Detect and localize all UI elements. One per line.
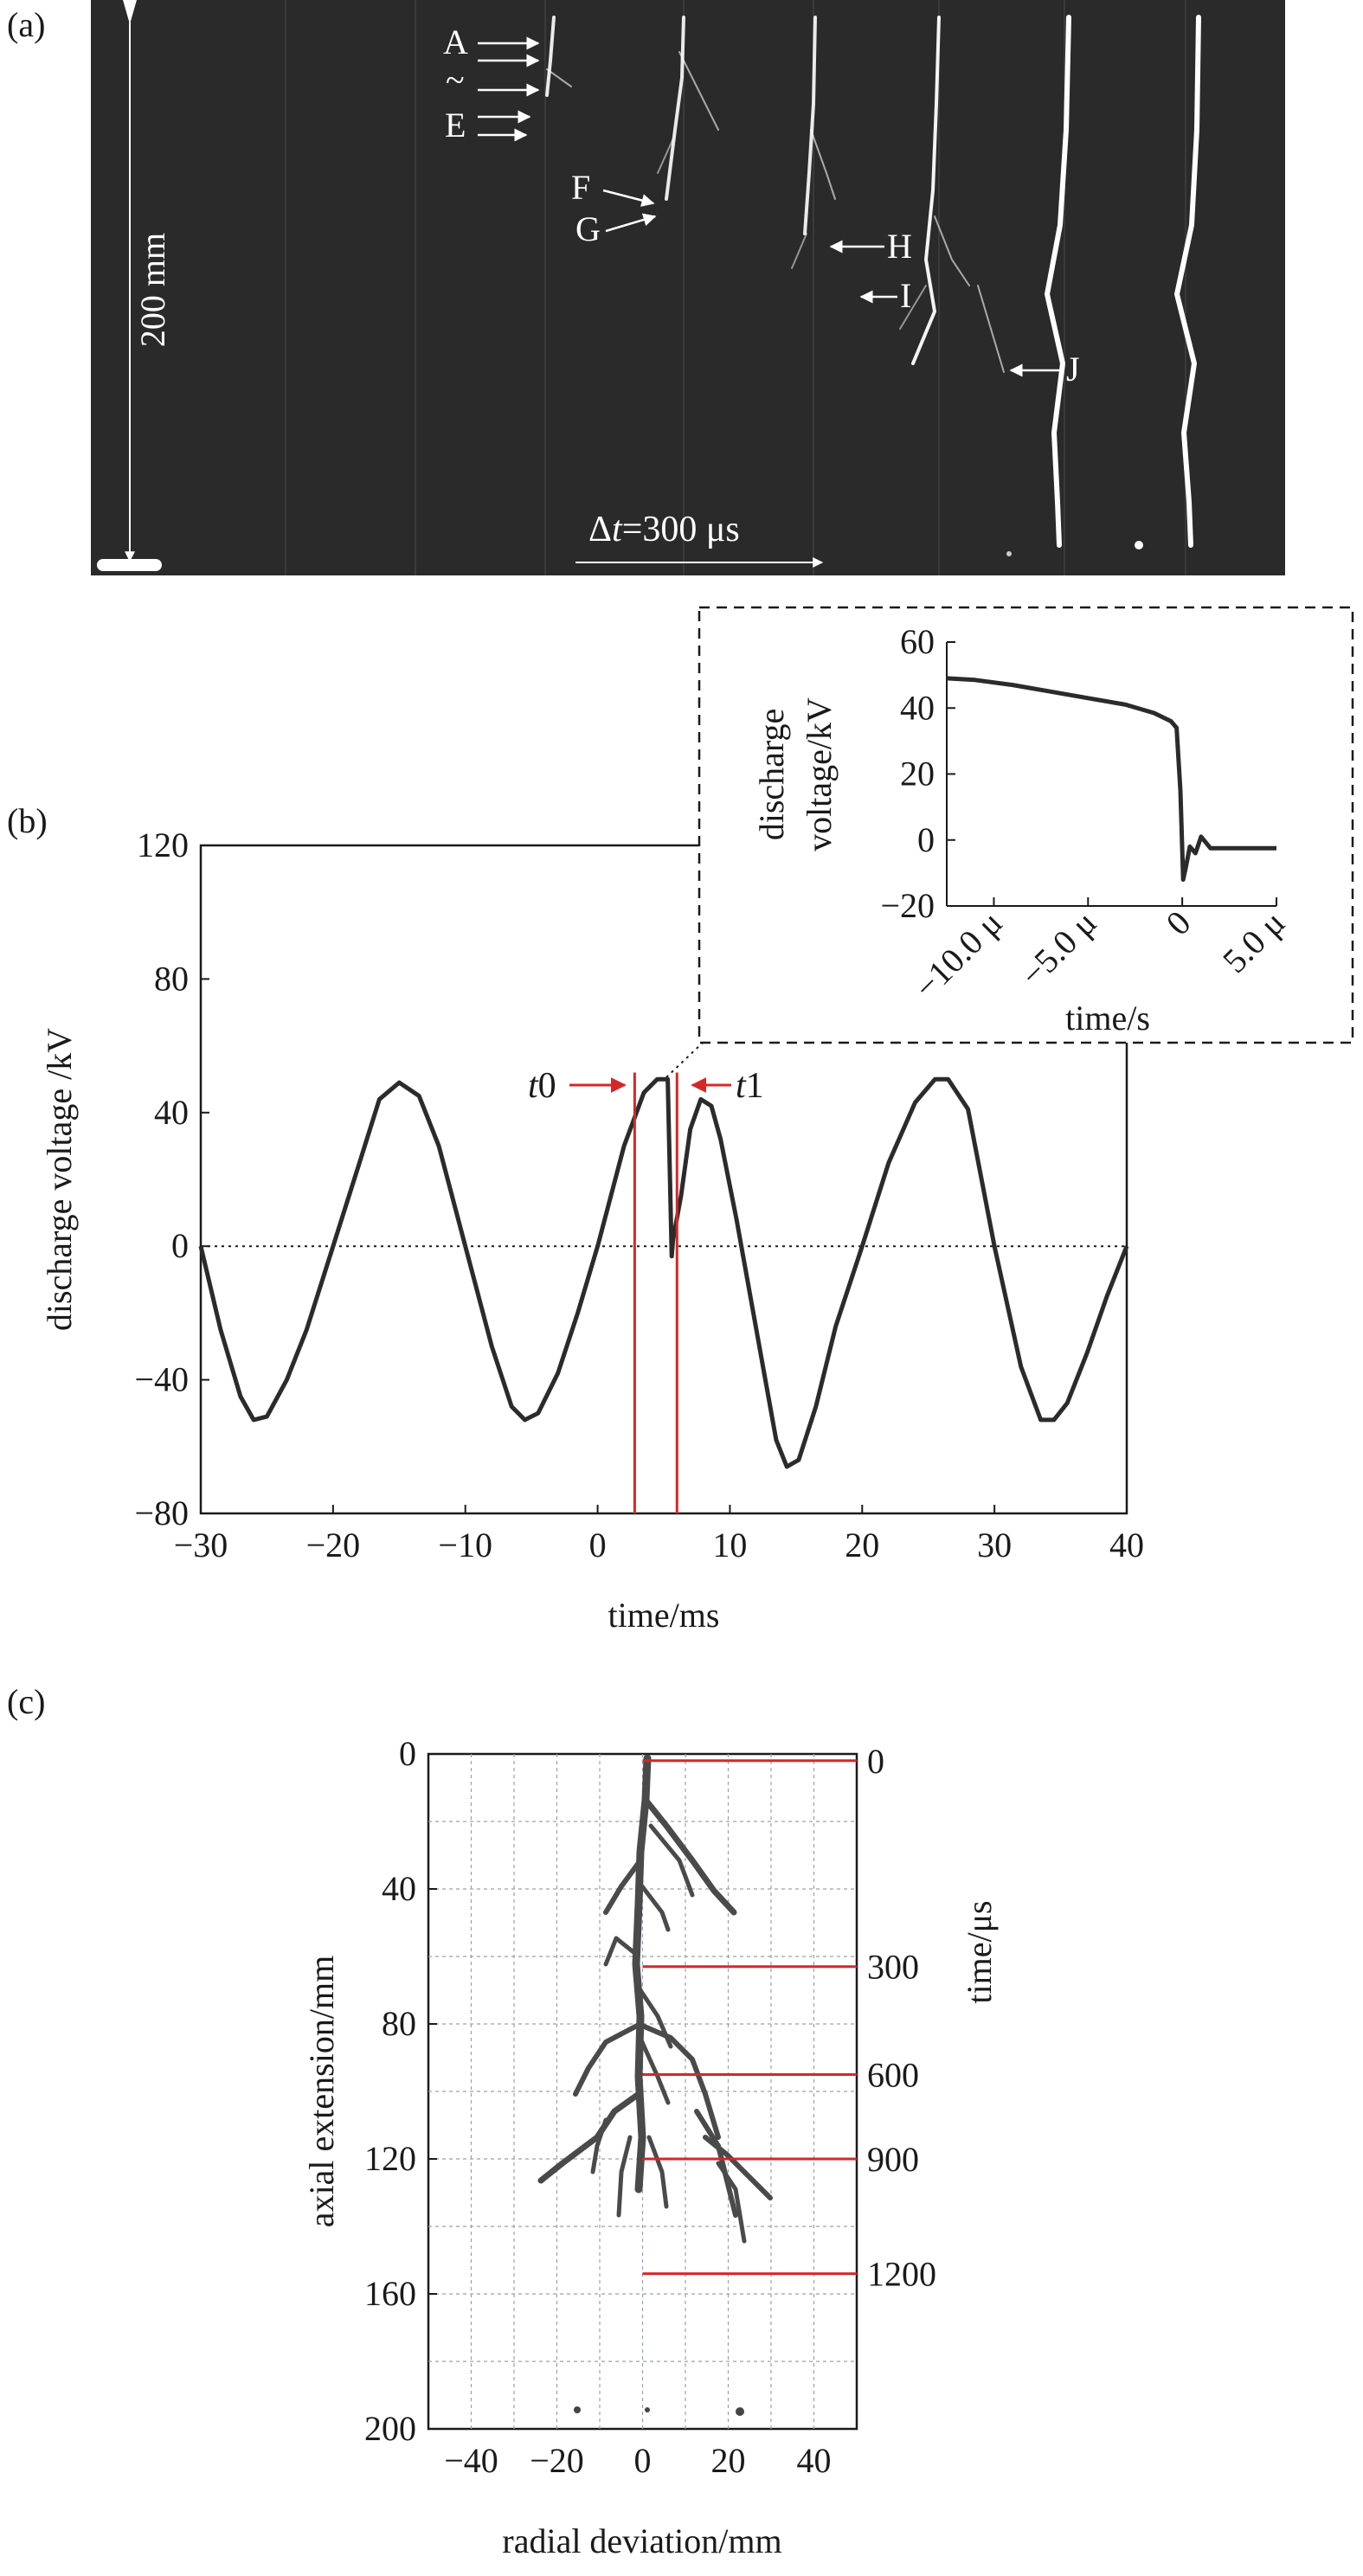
- main-voltage-chart: −30 −20 −10 0 10 20 30 40 120 80 40 0 −40 −80 t0 t1 d…: [40, 825, 1144, 1635]
- t0-label: t0: [528, 1066, 556, 1106]
- time-mark-label: 600: [867, 2056, 919, 2095]
- main-plot-frame: [199, 844, 1128, 1515]
- scale-vertical-label: 200 mm: [133, 233, 172, 347]
- inset-y-tick-label: −20: [880, 886, 935, 925]
- main-y-tick-label: 120: [137, 825, 189, 864]
- panel-label-b: (b): [7, 801, 48, 840]
- annotation-labels: A ~ E F G H I J: [443, 22, 1080, 389]
- branch-axis-ticks: −40 −20 0 20 40 0 40 80 120 160 200: [364, 1734, 832, 2480]
- t1-label: t1: [736, 1066, 764, 1106]
- label-H: H: [887, 227, 912, 266]
- label-E: E: [445, 106, 466, 145]
- branch-x-axis-label: radial deviation/mm: [502, 2521, 781, 2560]
- voltage-series-line: [198, 1076, 1129, 1469]
- main-x-tick-label: −30: [174, 1526, 228, 1564]
- branch-x-tick-label: 40: [797, 2441, 832, 2480]
- main-axis-ticks: −30 −20 −10 0 10 20 30 40 120 80 40 0 −40 −80: [134, 825, 1144, 1564]
- panel-label-a: (a): [7, 5, 45, 44]
- scale-top-pointer: [123, 0, 137, 24]
- inset-y-tick-label: 40: [900, 688, 935, 727]
- time-mark-label: 300: [867, 1948, 919, 1987]
- branch-y-tick-label: 160: [364, 2274, 416, 2313]
- time-mark-label: 1200: [867, 2255, 936, 2294]
- inset-y-tick-label: 20: [900, 755, 935, 793]
- main-y-tick-label: 0: [171, 1226, 189, 1265]
- branch-x-tick-label: 20: [711, 2441, 746, 2480]
- time-marks: 0 300 600 900 1200: [642, 1742, 936, 2294]
- label-J: J: [1066, 350, 1080, 389]
- annotation-arrows: [478, 36, 1064, 377]
- branch-y-tick-label: 0: [399, 1734, 416, 1773]
- label-A: A: [443, 22, 468, 61]
- inset-x-axis-label: time/s: [1065, 999, 1150, 1037]
- inset-y-tick-label: 60: [900, 622, 935, 661]
- main-y-tick-label: 80: [154, 959, 189, 998]
- streamer-branches: [537, 1754, 773, 2416]
- main-x-tick-label: −20: [306, 1526, 361, 1564]
- main-y-tick-label: −80: [134, 1494, 189, 1532]
- main-x-tick-label: 10: [712, 1526, 747, 1564]
- main-y-tick-label: −40: [134, 1360, 189, 1399]
- panel-a-photo: 200 mm Δt=300 μs A ~ E F G H I J: [91, 0, 1285, 575]
- branch-y-tick-label: 40: [382, 1869, 416, 1908]
- inset-series-line: [946, 676, 1276, 882]
- inset-y-tick-label: 0: [917, 820, 935, 859]
- branch-y-axis-label: axial extension/mm: [302, 1956, 341, 2227]
- main-x-tick-label: 40: [1109, 1526, 1144, 1564]
- time-mark-label: 0: [867, 1742, 884, 1781]
- main-x-tick-label: 0: [589, 1526, 607, 1564]
- photo-background: [91, 0, 1285, 575]
- branch-y-tick-label: 80: [382, 2004, 416, 2043]
- branch-grid: [428, 1754, 857, 2429]
- branch-chart: −40 −20 0 20 40 0 40 80 120 160 200 0 300 600 900 1200: [302, 1734, 999, 2560]
- panel-label-c: (c): [7, 1682, 45, 1721]
- inset-y-label-line1: discharge: [752, 709, 791, 841]
- label-F: F: [571, 168, 590, 207]
- label-tilde: ~: [446, 61, 465, 100]
- main-x-axis-label: time/ms: [608, 1596, 720, 1635]
- inset-dashed-border: [698, 606, 1354, 1044]
- branch-y-tick-label: 120: [364, 2139, 416, 2178]
- scale-bar: [97, 559, 162, 571]
- main-x-tick-label: −10: [438, 1526, 492, 1564]
- main-y-tick-label: 40: [154, 1093, 189, 1132]
- time-scale-label: Δt=300 μs: [588, 510, 740, 549]
- main-y-axis-label: discharge voltage /kV: [40, 1028, 79, 1331]
- label-I: I: [900, 276, 911, 315]
- main-x-tick-label: 20: [845, 1526, 879, 1564]
- main-x-tick-label: 30: [977, 1526, 1012, 1564]
- branch-x-tick-label: −40: [444, 2441, 498, 2480]
- streamer-traces: [545, 15, 1201, 556]
- inset-connector: [665, 1042, 704, 1078]
- branch-y-tick-label: 200: [364, 2409, 416, 2448]
- inset-y-label-line2: voltage/kV: [800, 697, 839, 851]
- branch-x-tick-label: 0: [634, 2441, 652, 2480]
- label-G: G: [575, 209, 601, 248]
- branch-x-tick-label: −20: [530, 2441, 584, 2480]
- time-mark-label: 900: [867, 2140, 919, 2179]
- branch-right-axis-label: time/μs: [960, 1900, 999, 2003]
